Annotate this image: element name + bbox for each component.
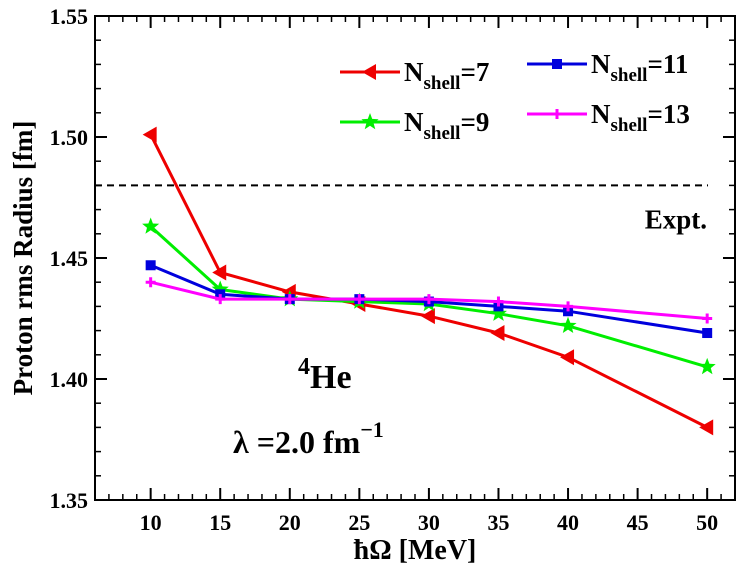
data-point [284,294,295,305]
legend-label-sub: shell [611,115,648,136]
series-7 [142,126,714,436]
legend-entry: Nshell=9 [340,107,489,144]
data-point [702,328,713,339]
data-point [420,308,435,325]
series-line [149,225,708,369]
x-tick-label: 20 [279,510,301,535]
data-point [560,349,575,366]
y-tick-label: 1.50 [50,125,89,150]
x-tick-label: 25 [348,510,370,535]
legend-label: Nshell=9 [404,107,489,144]
tick-marks [94,15,736,501]
data-point [489,304,507,321]
y-tick-label: 1.55 [50,4,89,29]
legend-entry: Nshell=13 [527,99,690,136]
x-tick-label: 45 [627,510,649,535]
nucleus-mass: 4 [298,354,310,380]
x-tick-label: 35 [487,510,509,535]
y-tick-label: 1.35 [50,488,89,513]
series-line [149,133,708,429]
legend-label-value: =7 [460,57,489,87]
lambda-exponent: −1 [360,417,384,442]
data-point [698,357,716,375]
data-point [212,264,227,281]
series-13 [145,277,713,324]
legend-label-value: =9 [460,107,489,137]
lambda-value: λ =2.0 fm [233,424,361,460]
legend-label: Nshell=7 [404,57,489,94]
plot-frame [94,15,736,501]
data-point [142,126,157,143]
y-axis-title: Proton rms Radius [fm] [8,121,38,396]
y-tick-label: 1.45 [50,246,89,271]
x-tick-label: 30 [418,510,440,535]
legend-label-value: =13 [647,99,689,129]
legend-label-sub: shell [424,123,461,144]
data-point [211,280,229,297]
data-point [559,316,577,333]
legend-label-sub: shell [424,73,461,94]
data-point [563,301,574,312]
x-tick-label: 40 [557,510,579,535]
data-point [490,325,505,342]
series-line [150,280,708,320]
legend-swatch-marker [552,109,562,119]
legend-swatch-marker [362,64,376,80]
legend-label-value: =11 [647,49,688,79]
legend-label-base: N [404,107,424,137]
nucleus-label: 4He [298,354,352,396]
x-tick-label: 15 [209,510,231,535]
data-point [702,313,713,324]
data-point [215,294,226,305]
data-point [145,277,156,288]
lambda-label: λ =2.0 fm−1 [233,417,384,460]
data-point [354,294,365,305]
tick-labels: 10 15 20 25 30 35 40 45 50 1.35 1.40 1.45 1.50 1.55 [50,4,719,535]
legend-label-base: N [591,99,611,129]
legend-label: Nshell=13 [591,99,690,136]
y-tick-label: 1.40 [50,367,89,392]
data-point [145,260,156,271]
expt-label: Expt. [645,204,707,234]
legend-swatch-marker [361,113,379,130]
nucleus-symbol: He [310,359,352,396]
x-tick-label: 10 [140,510,162,535]
data-point [493,296,504,307]
data-point [699,419,714,436]
legend-label-base: N [591,49,611,79]
data-point [142,217,160,234]
legend-swatch-marker [552,59,562,69]
data-point [423,294,434,305]
legend-label: Nshell=11 [591,49,688,86]
legend-label-base: N [404,57,424,87]
legend-label-sub: shell [611,65,648,86]
x-tick-label: 50 [696,510,718,535]
legend-entry: Nshell=11 [527,49,688,86]
legend-entry: Nshell=7 [340,57,489,94]
series-group [142,126,716,436]
x-axis-title: ħΩ [MeV] [354,535,477,566]
